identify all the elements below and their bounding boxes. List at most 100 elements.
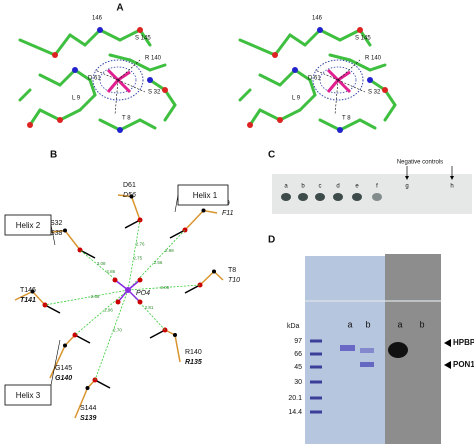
distance-label: 2.56 xyxy=(154,260,163,265)
atom xyxy=(272,52,278,58)
residue-stick xyxy=(88,78,97,97)
residue-stick xyxy=(248,108,262,127)
arrow-head xyxy=(405,176,409,180)
residue-stick xyxy=(83,28,102,47)
residue-stick xyxy=(303,28,322,47)
atom xyxy=(63,343,67,348)
residue-label: S 32 xyxy=(148,90,161,96)
ladder-band xyxy=(310,365,322,369)
atom xyxy=(137,277,143,283)
residue-stick xyxy=(358,118,377,130)
ladder-band xyxy=(310,396,322,400)
helix-label: Helix 3 xyxy=(16,391,41,400)
marker-label: 66 xyxy=(294,351,302,358)
backbone xyxy=(79,249,96,259)
residue-label: T 8 xyxy=(122,116,131,122)
helix-pointer xyxy=(50,224,56,246)
note: Negative controls xyxy=(397,160,443,166)
atom xyxy=(30,289,35,294)
atom xyxy=(162,87,168,93)
atom xyxy=(117,127,123,133)
distance-label: 2.86 xyxy=(106,269,115,274)
ladder-band xyxy=(310,339,322,343)
residue-label: L 9 xyxy=(292,96,301,102)
atom xyxy=(247,122,253,128)
residue-stick xyxy=(38,108,62,122)
lane-label: h xyxy=(450,184,453,190)
h-bond xyxy=(127,219,141,291)
density-mesh xyxy=(99,66,137,94)
residue-stick xyxy=(163,103,177,122)
ladder-band xyxy=(310,352,322,356)
residue-stick xyxy=(18,38,57,57)
residue-name: T8 xyxy=(228,267,236,274)
h-bond xyxy=(94,289,129,381)
atom xyxy=(277,117,283,123)
residue-name: G145 xyxy=(55,365,72,372)
atom xyxy=(112,277,118,283)
residue-alt: S38 xyxy=(50,230,63,237)
atom xyxy=(57,117,63,123)
backbone xyxy=(124,219,141,229)
residue-stick xyxy=(258,73,282,87)
gel-band xyxy=(360,348,374,353)
helix-label: Helix 1 xyxy=(193,191,218,200)
distance-label: 2.66 xyxy=(91,294,100,299)
atom xyxy=(97,27,103,33)
residue-label: S 32 xyxy=(368,90,381,96)
ligand-label: PO4 xyxy=(136,290,150,297)
residue-stick xyxy=(273,33,292,57)
residue-stick xyxy=(288,33,307,47)
residue-stick xyxy=(318,28,342,42)
residue-stick xyxy=(118,28,142,42)
residue-alt: S139 xyxy=(80,415,96,422)
band-pointer xyxy=(444,361,451,369)
helix-label: Helix 2 xyxy=(16,221,41,230)
residue-stick xyxy=(78,93,97,112)
marker-label: 14.4 xyxy=(288,409,302,416)
ladder-band xyxy=(310,380,322,384)
residue-label: S 145 xyxy=(135,36,151,42)
phosphorus xyxy=(125,287,131,293)
h-bond xyxy=(337,79,366,93)
residue-stick xyxy=(118,118,142,132)
atom xyxy=(173,333,177,337)
distance-label: 2.81 xyxy=(145,305,154,310)
residue-stick xyxy=(68,33,87,47)
residue-stick xyxy=(73,68,92,82)
atom xyxy=(72,67,78,73)
h-bond xyxy=(44,289,129,306)
residue-alt: T10 xyxy=(228,277,240,284)
distance-label: 3.08 xyxy=(97,261,106,266)
marker-label: 30 xyxy=(294,379,302,386)
residue-alt: D56 xyxy=(123,192,136,199)
residue-stick xyxy=(368,78,387,92)
h-bond xyxy=(334,79,339,116)
backbone xyxy=(169,229,186,239)
atom xyxy=(52,52,58,58)
lane-label: c xyxy=(319,184,322,190)
phosphate-bond xyxy=(326,68,340,82)
residue-stick xyxy=(383,88,397,107)
residue-stick xyxy=(98,28,122,42)
band-pointer xyxy=(444,339,451,347)
residue-stick xyxy=(58,108,82,122)
panel-label: B xyxy=(50,150,57,161)
residue-stick xyxy=(258,108,282,122)
backbone xyxy=(94,379,111,389)
lane-label: a xyxy=(397,319,402,329)
lane-label: a xyxy=(284,184,288,190)
residue-stick xyxy=(293,68,312,82)
distance-label: 2.76 xyxy=(136,242,145,247)
phosphate-bond xyxy=(106,68,120,82)
backbone xyxy=(44,304,61,314)
distance-label: 2.98 xyxy=(165,248,174,253)
unit-label: kDa xyxy=(287,323,300,330)
residue-label: D 61 xyxy=(308,76,321,82)
h-bond xyxy=(114,79,119,116)
residue-stick xyxy=(38,73,62,87)
residue-stick xyxy=(108,53,132,62)
dot-signal xyxy=(352,193,362,201)
residue-stick xyxy=(358,28,372,47)
residue-label: L 9 xyxy=(72,96,81,102)
